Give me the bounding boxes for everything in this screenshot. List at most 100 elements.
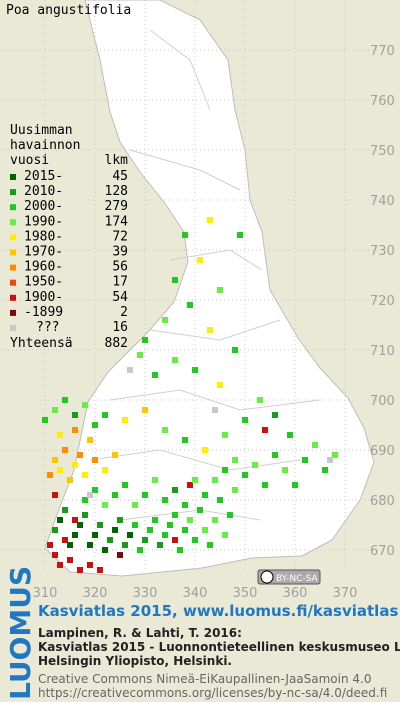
observation-dot [82, 472, 88, 478]
observation-dot [182, 232, 188, 238]
observation-dot [162, 497, 168, 503]
badge-text: BY-NC-SA [276, 574, 319, 584]
legend-swatch [10, 309, 16, 316]
observation-dot [232, 457, 238, 463]
observation-dot [322, 467, 328, 473]
observation-dot [122, 417, 128, 423]
observation-dot [92, 457, 98, 463]
y-tick-label: 670 [370, 544, 395, 559]
y-tick-label: 720 [370, 294, 395, 309]
observation-dot [327, 457, 333, 463]
legend-label: ??? [36, 320, 59, 335]
observation-dot [87, 492, 93, 498]
license: Creative Commons Nimeä-EiKaupallinen-Jaa… [38, 672, 372, 686]
observation-dot [97, 567, 103, 573]
observation-dot [72, 532, 78, 538]
observation-dot [212, 477, 218, 483]
observation-dot [67, 542, 73, 548]
legend-count: 2 [120, 305, 128, 320]
observation-dot [112, 452, 118, 458]
observation-dot [57, 467, 63, 473]
observation-dot [147, 527, 153, 533]
observation-dot [162, 427, 168, 433]
legend-swatch [10, 264, 16, 271]
legend-swatch [10, 279, 16, 286]
observation-dot [102, 502, 108, 508]
observation-dot [62, 397, 68, 403]
x-tick-label: 360 [283, 586, 308, 601]
observation-dot [102, 467, 108, 473]
observation-dot [92, 532, 98, 538]
y-tick-label: 730 [370, 244, 395, 259]
observation-dot [92, 487, 98, 493]
legend-heading: havainnon [10, 138, 80, 153]
legend-heading: Uusimman [10, 123, 73, 138]
observation-dot [182, 437, 188, 443]
observation-dot [212, 517, 218, 523]
species-title: Poa angustifolia [6, 3, 131, 18]
legend-label: 1990- [24, 214, 63, 229]
observation-dot [47, 542, 53, 548]
observation-dot [202, 492, 208, 498]
badge-icon [260, 570, 274, 584]
dots [42, 217, 338, 573]
observation-dot [197, 507, 203, 513]
observation-dot [192, 477, 198, 483]
observation-dot [132, 522, 138, 528]
observation-dot [42, 417, 48, 423]
legend-label: -1899 [24, 305, 63, 320]
observation-dot [137, 352, 143, 358]
legend-total: 882 [105, 336, 128, 351]
legend-swatch [10, 204, 16, 211]
observation-dot [142, 407, 148, 413]
observation-dot [262, 427, 268, 433]
legend-label: 1970- [24, 245, 63, 260]
observation-dot [187, 517, 193, 523]
observation-dot [207, 542, 213, 548]
observation-dot [57, 517, 63, 523]
observation-dot [82, 402, 88, 408]
legend-count: 72 [112, 229, 128, 244]
observation-dot [187, 302, 193, 308]
observation-dot [132, 502, 138, 508]
y-tick-label: 700 [370, 394, 395, 409]
legend-count: 45 [112, 169, 128, 184]
observation-dot [52, 407, 58, 413]
observation-dot [217, 382, 223, 388]
x-tick-label: 370 [333, 586, 358, 601]
observation-dot [142, 337, 148, 343]
observation-dot [52, 527, 58, 533]
legend-label: 1960- [24, 260, 63, 275]
observation-dot [97, 522, 103, 528]
observation-dot [72, 517, 78, 523]
legend-swatch [10, 174, 16, 180]
observation-dot [222, 467, 228, 473]
observation-dot [207, 327, 213, 333]
x-tick-label: 320 [83, 586, 108, 601]
observation-dot [62, 507, 68, 513]
y-tick-label: 680 [370, 494, 395, 509]
legend-col-year: vuosi [10, 153, 49, 168]
observation-dot [177, 547, 183, 553]
legend-label: 2015- [24, 169, 63, 184]
y-tick-label: 690 [370, 444, 395, 459]
y-tick-label: 750 [370, 144, 395, 159]
observation-dot [57, 432, 63, 438]
observation-dot [82, 512, 88, 518]
observation-dot [222, 532, 228, 538]
observation-dot [157, 542, 163, 548]
legend-swatch [10, 189, 16, 196]
observation-dot [72, 427, 78, 433]
legend-swatch [10, 234, 16, 241]
legend-count: 128 [105, 184, 128, 199]
observation-dot [182, 502, 188, 508]
observation-dot [192, 537, 198, 543]
legend-total-label: Yhteensä [10, 336, 73, 351]
observation-dot [92, 422, 98, 428]
legend-swatch [10, 219, 16, 226]
observation-dot [77, 567, 83, 573]
observation-dot [202, 447, 208, 453]
x-tick-label: 310 [33, 586, 58, 601]
badge-box [257, 569, 321, 585]
